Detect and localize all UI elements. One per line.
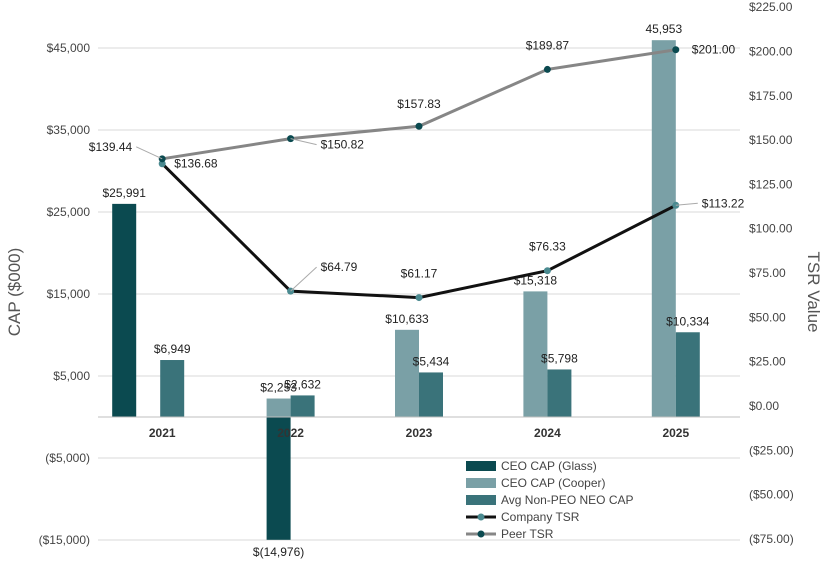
legend-swatch [466,495,496,505]
left-tick-label: $35,000 [47,123,91,137]
bar [290,395,315,417]
right-tick-label: $175.00 [749,89,793,103]
bar-data-label: $(14,976) [253,545,304,559]
legend: CEO CAP (Glass) CEO CAP (Cooper) Avg Non-P… [466,459,634,541]
gridlines [98,47,740,541]
line-data-label: $201.00 [692,43,736,57]
bar-data-label: 45,953 [645,22,682,36]
tsr-marker [415,122,423,130]
right-tick-label: $200.00 [749,44,793,58]
bar-data-labels: $25,991$(14,976)$2,253$10,633$15,31845,9… [103,22,710,559]
leader-line [675,202,698,206]
left-tick-label: $5,000 [53,369,90,383]
bar-data-label: $5,798 [541,351,578,365]
category-label: 2024 [534,426,561,440]
legend-label: Avg Non-PEO NEO CAP [501,493,634,507]
bar [547,369,572,417]
right-tick-label: $100.00 [749,222,793,236]
bar [266,398,291,417]
line-data-label: $150.82 [321,138,365,152]
bar [395,329,419,417]
line-data-label: $139.44 [89,140,133,154]
left-tick-label: ($5,000) [45,451,90,465]
bar-data-label: $5,434 [413,354,450,368]
legend-swatch [466,461,496,471]
left-tick-label: $45,000 [47,41,91,55]
bar [651,40,676,418]
bar [160,360,185,417]
bar [112,203,137,417]
tsr-marker [672,46,680,54]
line-data-label: $157.83 [397,97,441,111]
right-axis-title: TSR Value [804,252,820,333]
tsr-marker [415,294,423,302]
legend-label: CEO CAP (Cooper) [501,476,605,490]
bar-data-label: $10,334 [666,314,710,328]
legend-label: Peer TSR [501,527,554,541]
leader-line [135,146,163,160]
category-labels: 2021 2022 2023 2024 2025 [149,426,690,440]
bar-data-label: $2,253 [260,381,297,395]
line-data-label: $113.22 [702,196,745,210]
tsr-marker [543,267,551,275]
category-label: 2021 [149,426,176,440]
tsr-marker [158,160,166,168]
legend-label: Company TSR [501,510,580,524]
legend-swatch [466,478,496,488]
right-tick-label: ($75.00) [749,532,794,546]
right-tick-label: $150.00 [749,133,793,147]
bars [112,40,700,540]
left-tick-label: $15,000 [47,287,91,301]
line-data-label: $64.79 [321,260,358,274]
bar [675,332,700,417]
bar [419,372,443,417]
left-tick-label: $25,000 [47,205,91,219]
left-axis: ($15,000) ($5,000) $5,000 $15,000 $25,000 $35… [39,41,91,547]
right-tick-label: $225.00 [749,0,793,14]
leader-line [290,266,317,292]
line-data-label: $136.68 [174,157,218,171]
line-data-label: $189.87 [526,38,570,52]
line-data-labels: $136.68 $64.79 $61.17 $76.33 $113.22 $139.44 $… [89,38,745,292]
right-tick-label: $50.00 [749,310,786,324]
category-label: 2023 [406,426,433,440]
legend-label: CEO CAP (Glass) [501,459,597,473]
bar [266,417,291,540]
right-tick-label: $0.00 [749,399,779,413]
leader-line [290,138,317,146]
right-tick-label: ($25.00) [749,443,794,457]
line-data-label: $76.33 [529,240,566,254]
line-data-label: $61.17 [401,267,438,281]
tsr-lines [158,46,680,302]
bar-data-label: $6,949 [154,342,191,356]
right-tick-label: $125.00 [749,177,793,191]
bar-data-label: $25,991 [103,186,147,200]
category-label: 2025 [662,426,689,440]
right-tick-label: $75.00 [749,266,786,280]
legend-marker [477,513,485,521]
legend-marker [477,530,485,538]
left-tick-label: ($15,000) [39,533,90,547]
right-tick-label: $25.00 [749,355,786,369]
bar-data-label: $2,632 [284,377,321,391]
right-tick-label: ($50.00) [749,488,794,502]
left-axis-title: CAP ($000) [5,248,24,337]
right-axis: ($75.00) ($50.00) ($25.00) $0.00 $25.00 $50.0… [749,0,794,546]
category-label: 2022 [277,426,304,440]
tsr-marker [543,65,551,73]
bar [523,291,548,417]
bar-data-label: $10,633 [385,312,429,326]
